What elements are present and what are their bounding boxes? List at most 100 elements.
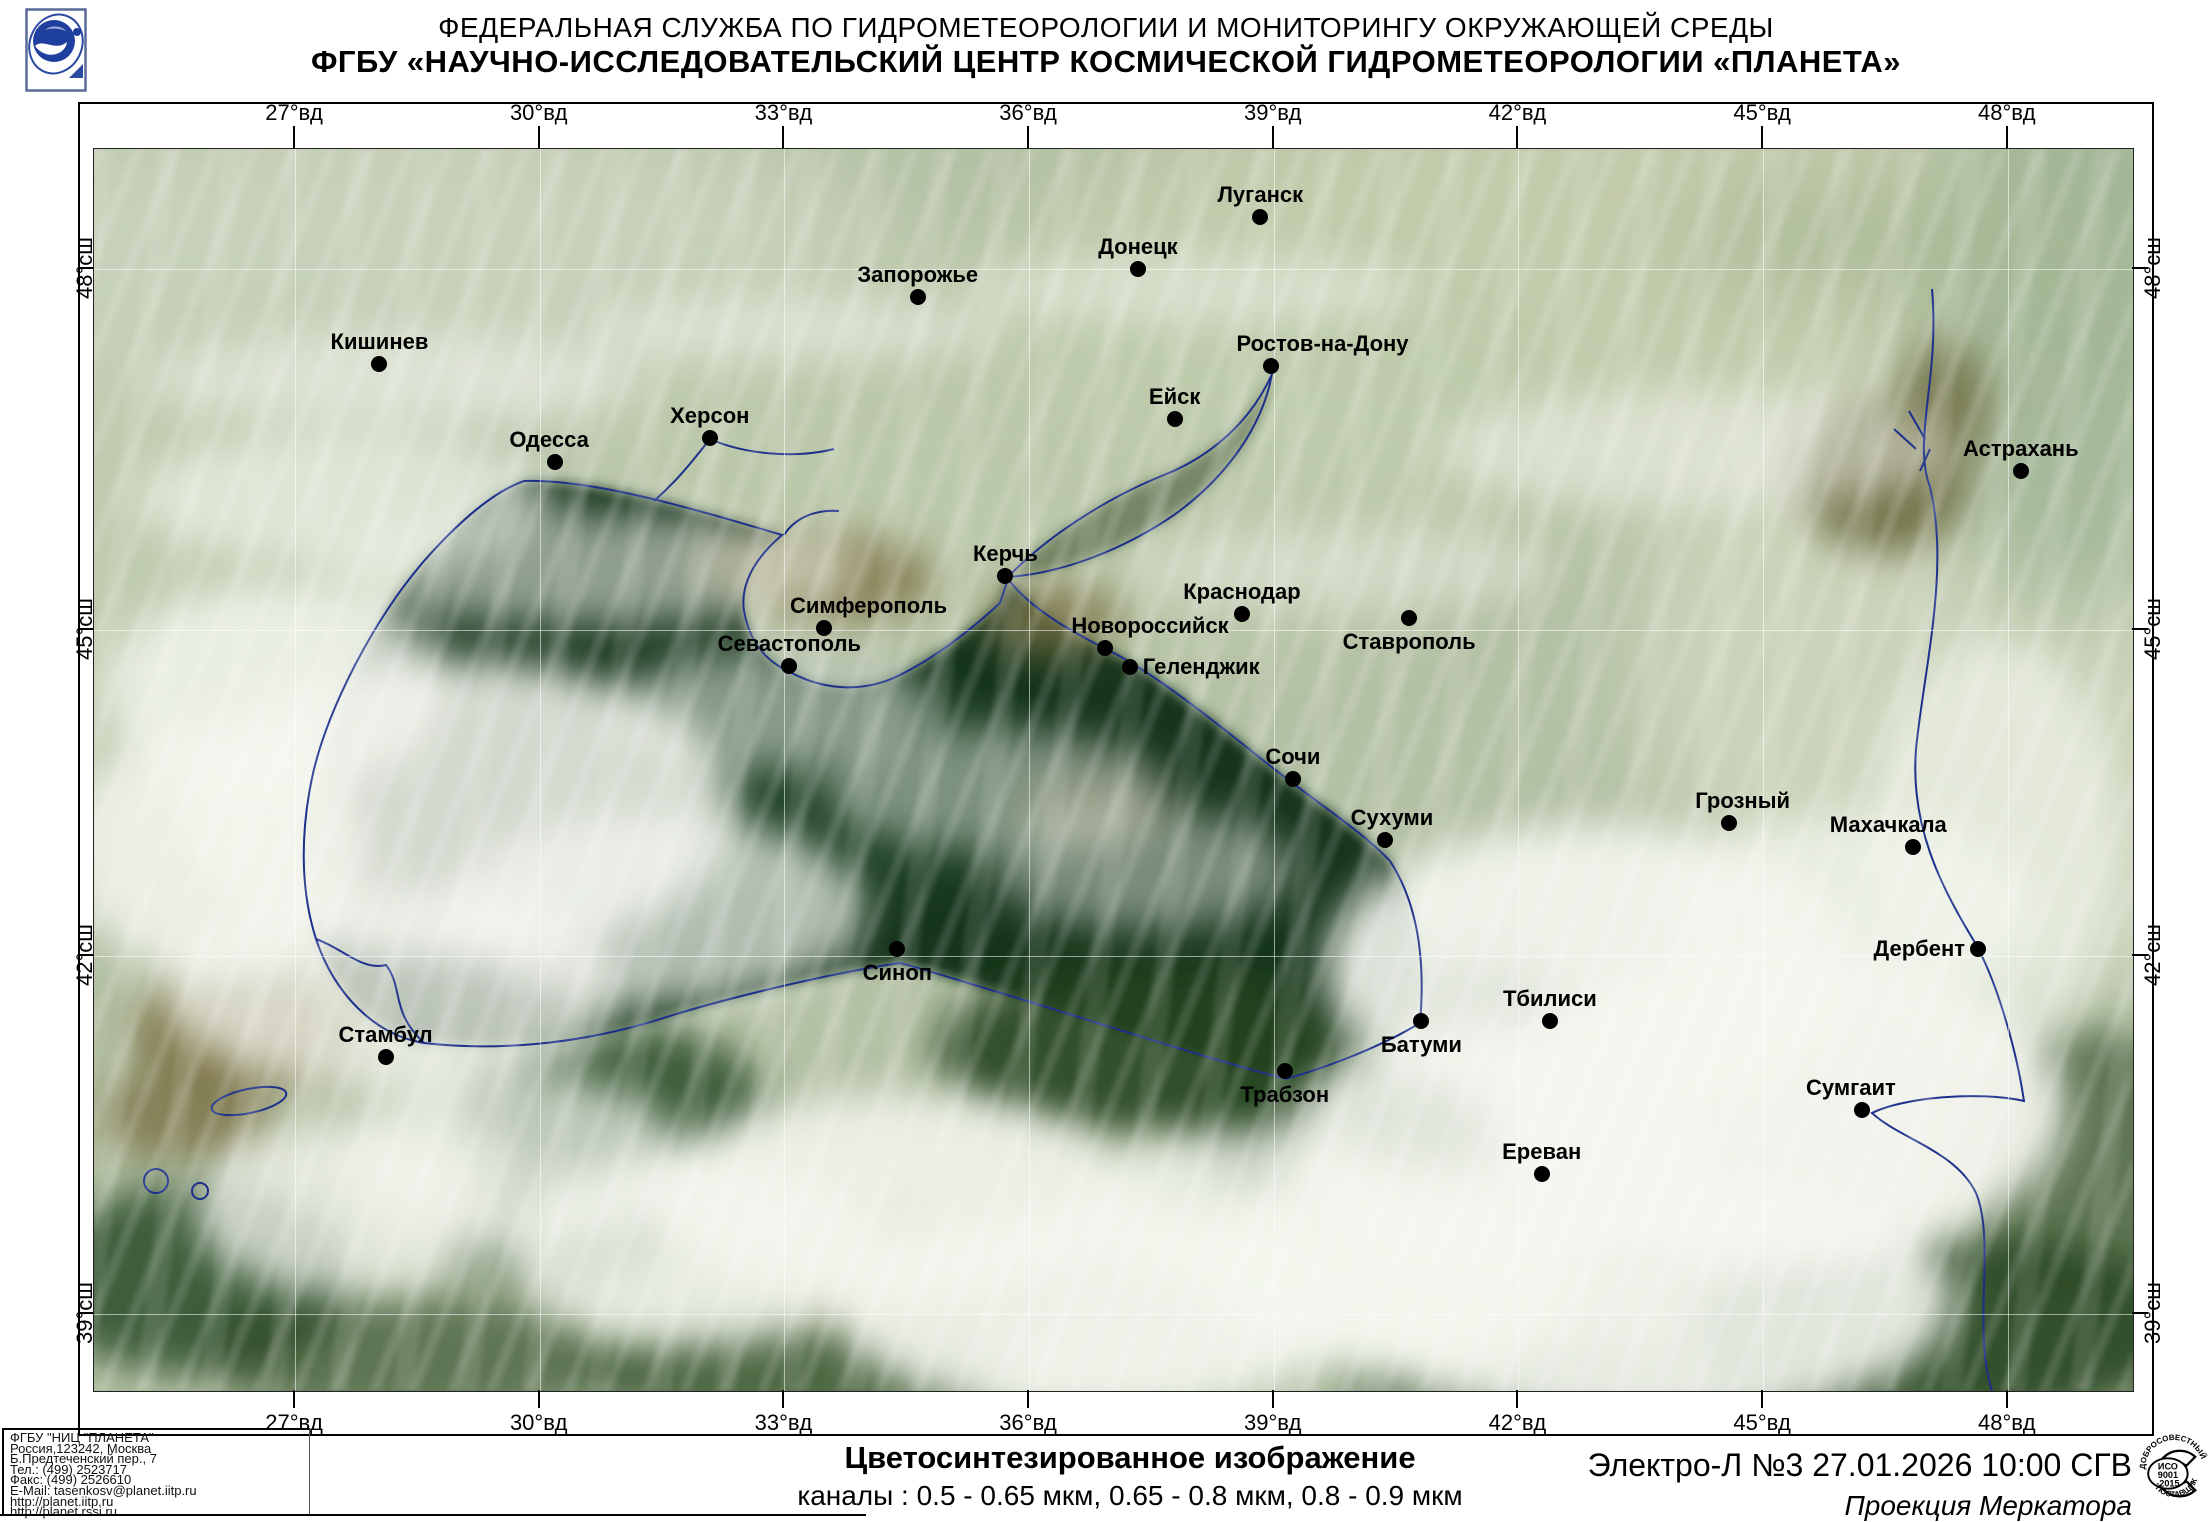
satellite-info: Электро-Л №3 27.01.2026 10:00 СГВ [1587, 1447, 2132, 1483]
longitude-label-top: 33°вд [754, 100, 813, 125]
contact-line: E-Mail: tasenkosv@planet.iitp.ru [10, 1482, 197, 1498]
city-dot [1233, 605, 1250, 622]
latitude-label-right: 42°сш [2140, 924, 2165, 987]
city-dot [1166, 410, 1183, 427]
longitude-label-top: 42°вд [1488, 100, 1547, 125]
tick-bottom [1271, 1390, 1274, 1408]
city-dot [1413, 1012, 1430, 1029]
contact-line: Факс: (499) 2526610 [10, 1472, 132, 1488]
city-label: Луганск [1217, 182, 1304, 208]
tick-bottom [782, 1390, 785, 1408]
tick-bottom [2005, 1390, 2008, 1408]
city-dot [1541, 1012, 1558, 1029]
planeta-logo [25, 8, 87, 92]
city-dot [889, 940, 906, 957]
city-dot [2012, 462, 2029, 479]
header-institution: ФГБУ «НАУЧНО-ИССЛЕДОВАТЕЛЬСКИЙ ЦЕНТР КОС… [310, 44, 1902, 79]
product-channels: каналы : 0.5 - 0.65 мкм, 0.65 - 0.8 мкм,… [797, 1480, 1463, 1511]
gridline-latitude [94, 956, 2133, 958]
latitude-label-left: 45°сш [72, 597, 97, 660]
tick-left [78, 627, 93, 630]
tick-right [2132, 627, 2148, 630]
gridline-longitude [539, 149, 541, 1391]
latitude-label-left: 48°сш [72, 237, 97, 300]
bottom-rule [0, 1514, 866, 1516]
city-label: Стамбул [338, 1021, 433, 1047]
satellite-image: Кишинев Одесса Херсон Запорожье Донецк Луганс… [93, 148, 2134, 1392]
svg-text:9001: 9001 [2158, 1470, 2178, 1480]
city-label: Дербент [1873, 935, 1966, 961]
header-agency: ФЕДЕРАЛЬНАЯ СЛУЖБА ПО ГИДРОМЕТЕОРОЛОГИИ … [438, 12, 1774, 43]
city-dot [1097, 640, 1114, 657]
iso-9001-badge: ДОБРОСОВЕСТНЫЙ ПОСТАВЩИК ИСО 9001 -2015 [2136, 1433, 2212, 1514]
city-label: Ставрополь [1342, 629, 1476, 655]
latitude-label-right: 48°сш [2140, 237, 2165, 300]
tick-top [537, 126, 540, 148]
city-label: Симферополь [789, 593, 948, 619]
city-dot [1853, 1102, 1870, 1119]
gridline-longitude [784, 149, 786, 1391]
tick-bottom [1761, 1390, 1764, 1408]
longitude-label-bottom: 36°вд [999, 1410, 1057, 1435]
city-dot [1262, 358, 1279, 375]
cloud-streak-texture [94, 149, 2133, 1391]
gridline-longitude [295, 149, 297, 1391]
city-label: Новороссийск [1071, 613, 1229, 639]
city-dot [546, 453, 563, 470]
city-label: Херсон [670, 403, 750, 429]
city-label: Трабзон [1240, 1081, 1330, 1107]
tick-left [78, 1311, 93, 1314]
product-title: Цветосинтезированное изображение [844, 1440, 1416, 1475]
city-dot [1401, 610, 1418, 627]
gridline-longitude [1273, 149, 1275, 1391]
city-label: Тбилиси [1502, 985, 1597, 1011]
longitude-label-top: 39°вд [1243, 100, 1302, 125]
city-label: Керчь [972, 541, 1038, 567]
city-label: Ростов-на-Дону [1236, 331, 1409, 357]
longitude-label-bottom: 27°вд [265, 1410, 323, 1435]
tick-bottom [1027, 1390, 1030, 1408]
longitude-label-bottom: 30°вд [509, 1410, 568, 1435]
gridline-latitude [94, 1313, 2133, 1315]
city-dot [371, 355, 388, 372]
longitude-label-bottom: 48°вд [1978, 1410, 2036, 1435]
gridline-longitude [2007, 149, 2009, 1391]
city-label: Кишинев [330, 328, 429, 354]
gridline-longitude [1029, 149, 1031, 1391]
contact-block: ФГБУ "НИЦ "ПЛАНЕТА" Россия,123242, Москва… [2, 1428, 310, 1518]
city-dot [1721, 815, 1738, 832]
contact-line: ФГБУ "НИЦ "ПЛАНЕТА" [10, 1430, 154, 1445]
gridline-latitude [94, 269, 2133, 271]
city-dot [909, 288, 926, 305]
longitude-label-bottom: 45°вд [1733, 1410, 1791, 1435]
tick-right [2132, 1311, 2148, 1314]
tick-top [293, 126, 296, 148]
city-dot [1129, 261, 1146, 278]
city-label: Краснодар [1183, 578, 1301, 604]
city-dot [377, 1048, 394, 1065]
tick-top [1027, 126, 1030, 148]
tick-bottom [293, 1390, 296, 1408]
latitude-label-left: 42°сш [72, 924, 97, 987]
city-label: Астрахань [1963, 435, 2079, 461]
tick-left [78, 267, 93, 270]
contact-line: Тел.: (499) 2523717 [10, 1461, 127, 1477]
city-label: Синоп [862, 959, 933, 985]
city-label: Сочи [1265, 743, 1321, 769]
city-label: Сумгаит [1806, 1075, 1896, 1101]
product-description: Цветосинтезированное изображение каналы … [0, 1440, 2212, 1512]
longitude-label-top: 36°вд [999, 100, 1057, 125]
city-dot [1121, 658, 1138, 675]
city-dot [997, 568, 1014, 585]
latitude-label-right: 45°сш [2140, 597, 2165, 660]
city-label: Геленджик [1142, 653, 1260, 679]
tick-bottom [537, 1390, 540, 1408]
city-label: Сухуми [1350, 804, 1434, 830]
projection-label: Проекция Меркатора [1844, 1490, 2132, 1521]
city-label: Севастополь [717, 630, 862, 656]
svg-text:ИСО: ИСО [2158, 1462, 2178, 1472]
city-label: Одесса [509, 426, 589, 452]
longitude-label-top: 45°вд [1733, 100, 1791, 125]
city-dot [1276, 1062, 1293, 1079]
planeta-emblem-icon [25, 8, 87, 92]
